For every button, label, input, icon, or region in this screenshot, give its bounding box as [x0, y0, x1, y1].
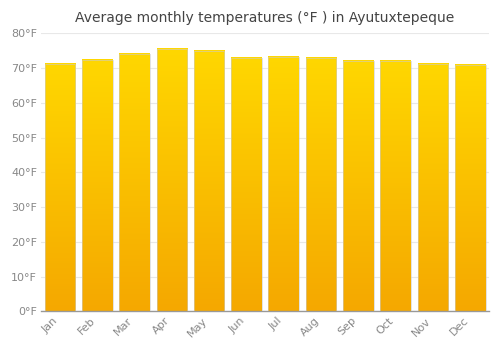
Bar: [194, 51, 224, 311]
Bar: [44, 64, 75, 311]
Bar: [455, 65, 486, 311]
Bar: [231, 57, 262, 311]
Bar: [380, 61, 411, 311]
Bar: [156, 49, 187, 311]
Bar: [82, 60, 112, 311]
Bar: [306, 57, 336, 311]
Bar: [343, 61, 374, 311]
Bar: [119, 54, 150, 311]
Title: Average monthly temperatures (°F ) in Ayutuxtepeque: Average monthly temperatures (°F ) in Ay…: [76, 11, 454, 25]
Bar: [418, 64, 448, 311]
Bar: [268, 57, 299, 311]
